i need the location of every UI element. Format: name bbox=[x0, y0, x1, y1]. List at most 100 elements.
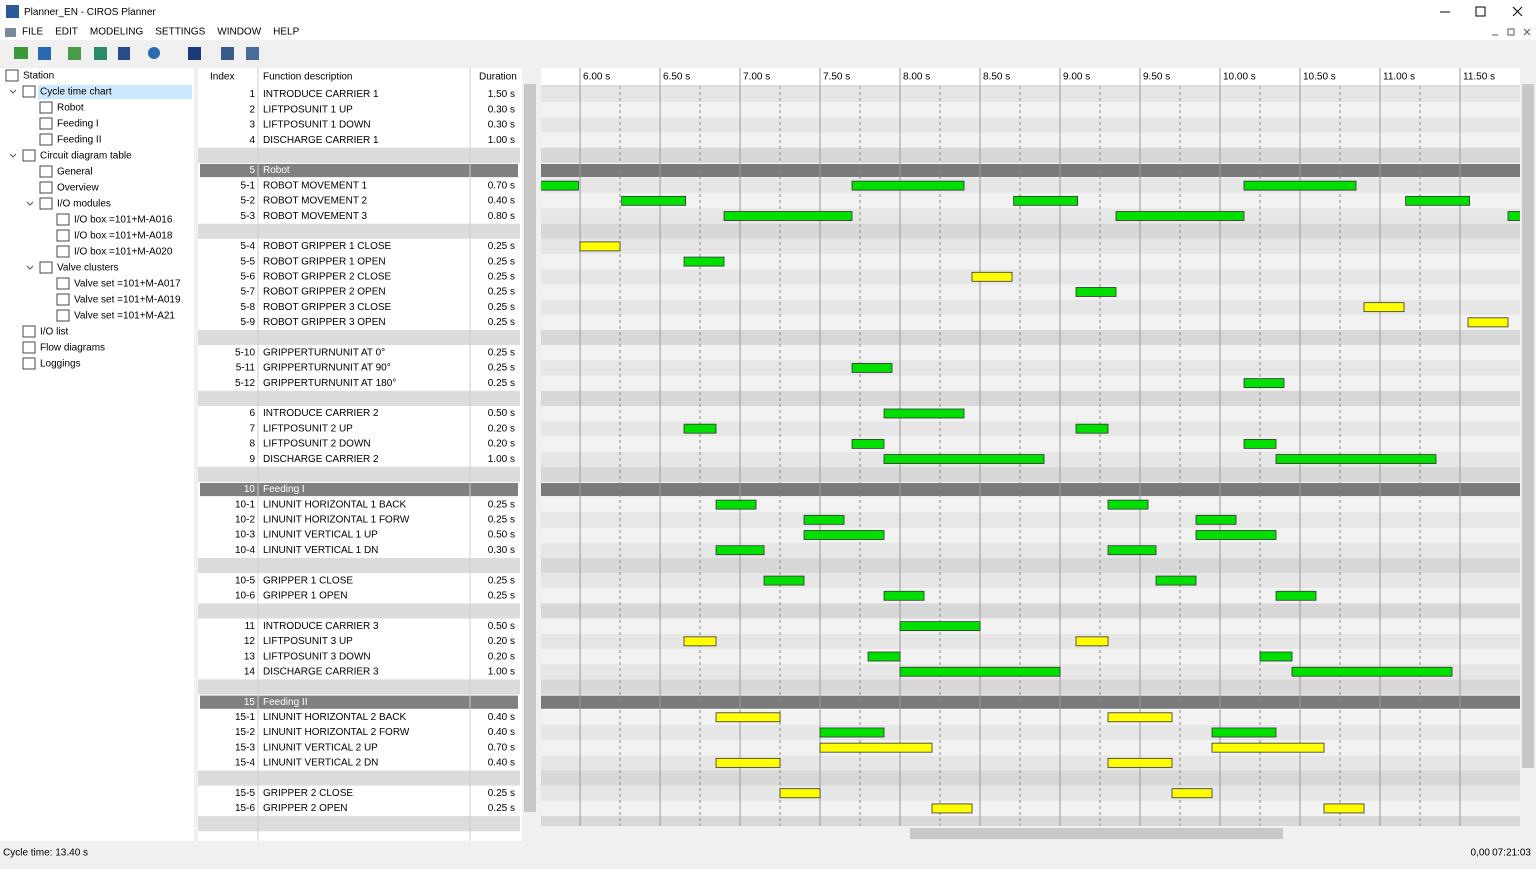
expander[interactable] bbox=[26, 265, 34, 270]
task-bar[interactable] bbox=[1323, 803, 1365, 814]
tree-item[interactable]: I/O list bbox=[40, 327, 69, 338]
task-bar[interactable] bbox=[1107, 545, 1157, 556]
expander[interactable] bbox=[9, 153, 17, 158]
tool-button[interactable] bbox=[188, 47, 201, 60]
tree-item[interactable]: General bbox=[57, 167, 93, 178]
task-bar[interactable] bbox=[1075, 423, 1109, 434]
task-bar[interactable] bbox=[819, 742, 933, 753]
scroll-thumb[interactable] bbox=[1522, 84, 1534, 768]
task-bar[interactable] bbox=[883, 454, 1045, 464]
task-bar[interactable] bbox=[899, 666, 1061, 677]
menu-item[interactable]: SETTINGS bbox=[155, 27, 205, 38]
task-bar[interactable] bbox=[851, 438, 885, 449]
task-bar[interactable] bbox=[683, 636, 717, 647]
tree-item[interactable]: I/O box =101+M-A020 bbox=[74, 247, 173, 258]
task-bar[interactable] bbox=[867, 651, 901, 662]
task-bar[interactable] bbox=[1243, 180, 1357, 191]
task-bar[interactable] bbox=[1243, 438, 1277, 449]
task-bar[interactable] bbox=[1107, 757, 1173, 768]
task-bar[interactable] bbox=[803, 514, 845, 525]
tree-item[interactable]: Circuit diagram table bbox=[40, 151, 132, 162]
tree-item[interactable]: Cycle time chart bbox=[40, 87, 112, 98]
scroll-thumb[interactable] bbox=[524, 84, 536, 812]
task-bar[interactable] bbox=[579, 241, 621, 252]
task-bar[interactable] bbox=[1013, 195, 1079, 206]
task-bar[interactable] bbox=[851, 180, 965, 191]
tree-item[interactable]: Valve set =101+M-A017 bbox=[74, 279, 181, 290]
task-bar[interactable] bbox=[1275, 454, 1437, 464]
task-bar[interactable] bbox=[1291, 666, 1453, 677]
tool-button[interactable] bbox=[221, 47, 234, 60]
mdi-controls[interactable] bbox=[1492, 28, 1531, 36]
paste-button[interactable] bbox=[118, 47, 130, 60]
task-bar[interactable] bbox=[1211, 727, 1277, 738]
menu-item[interactable]: EDIT bbox=[55, 27, 78, 38]
task-bar[interactable] bbox=[715, 712, 781, 723]
task-bar[interactable] bbox=[715, 499, 757, 510]
task-bar[interactable] bbox=[763, 575, 805, 586]
task-bar[interactable] bbox=[819, 727, 885, 738]
task-bar[interactable] bbox=[1195, 514, 1237, 525]
tree-item[interactable]: Loggings bbox=[40, 359, 81, 370]
tree-item[interactable]: I/O box =101+M-A016 bbox=[74, 215, 173, 226]
task-bar[interactable] bbox=[931, 803, 973, 814]
help-button[interactable] bbox=[148, 47, 160, 59]
task-bar[interactable] bbox=[883, 590, 925, 601]
task-bar[interactable] bbox=[723, 211, 853, 221]
task-bar[interactable] bbox=[1115, 211, 1245, 221]
tree-item[interactable]: Station bbox=[23, 71, 54, 82]
tree-item[interactable]: Flow diagrams bbox=[40, 343, 105, 354]
task-bar[interactable] bbox=[683, 256, 725, 267]
menu-item[interactable]: MODELING bbox=[90, 27, 144, 38]
task-bar[interactable] bbox=[899, 621, 981, 632]
tree-item[interactable]: I/O modules bbox=[57, 199, 111, 210]
tree-item[interactable]: I/O box =101+M-A018 bbox=[74, 231, 173, 242]
task-bar[interactable] bbox=[1211, 742, 1325, 753]
column-header[interactable]: Function description bbox=[263, 72, 353, 83]
menu-item[interactable]: WINDOW bbox=[217, 27, 261, 38]
expander[interactable] bbox=[26, 201, 34, 206]
column-header[interactable]: Index bbox=[210, 72, 234, 83]
window-controls[interactable] bbox=[1440, 6, 1523, 17]
task-bar[interactable] bbox=[1075, 636, 1109, 647]
tree-item[interactable]: Overview bbox=[57, 183, 99, 194]
task-bar[interactable] bbox=[1075, 287, 1117, 297]
cut-button[interactable] bbox=[68, 47, 81, 60]
copy-button[interactable] bbox=[94, 47, 107, 60]
menu-item[interactable]: FILE bbox=[22, 27, 43, 38]
task-bar[interactable] bbox=[715, 545, 765, 556]
tree-item[interactable]: Robot bbox=[57, 103, 84, 114]
task-bar[interactable] bbox=[803, 530, 885, 540]
save-button[interactable] bbox=[38, 47, 51, 60]
task-bar[interactable] bbox=[971, 271, 1013, 282]
task-bar[interactable] bbox=[1107, 499, 1149, 510]
task-bar[interactable] bbox=[1405, 195, 1471, 206]
task-bar[interactable] bbox=[1195, 530, 1277, 540]
scroll-thumb[interactable] bbox=[910, 828, 1283, 839]
task-bar[interactable] bbox=[1243, 378, 1285, 389]
open-button[interactable] bbox=[14, 47, 28, 59]
tree-item[interactable]: Feeding II bbox=[57, 135, 101, 146]
tool-button[interactable] bbox=[246, 47, 259, 60]
task-bar[interactable] bbox=[683, 423, 717, 434]
expander[interactable] bbox=[9, 89, 17, 94]
task-bar[interactable] bbox=[621, 195, 687, 206]
tree-item[interactable]: Valve set =101+M-A21 bbox=[74, 311, 175, 322]
task-bar[interactable] bbox=[883, 408, 965, 419]
tree-item[interactable]: Valve clusters bbox=[57, 263, 119, 274]
task-bar[interactable] bbox=[466, 180, 579, 191]
task-bar[interactable] bbox=[1275, 590, 1317, 601]
task-bar[interactable] bbox=[1107, 712, 1173, 723]
task-bar[interactable] bbox=[1155, 575, 1197, 586]
task-bar[interactable] bbox=[851, 363, 893, 373]
task-bar[interactable] bbox=[779, 788, 821, 799]
task-bar[interactable] bbox=[1507, 211, 1536, 221]
task-bar[interactable] bbox=[1171, 788, 1213, 799]
column-header[interactable]: Duration bbox=[479, 72, 517, 83]
task-bar[interactable] bbox=[1363, 302, 1405, 313]
menu-item[interactable]: HELP bbox=[273, 27, 299, 38]
task-bar[interactable] bbox=[1467, 317, 1509, 328]
tree-item[interactable]: Valve set =101+M-A019 bbox=[74, 295, 181, 306]
task-bar[interactable] bbox=[715, 757, 781, 768]
tree-item[interactable]: Feeding I bbox=[57, 119, 99, 130]
